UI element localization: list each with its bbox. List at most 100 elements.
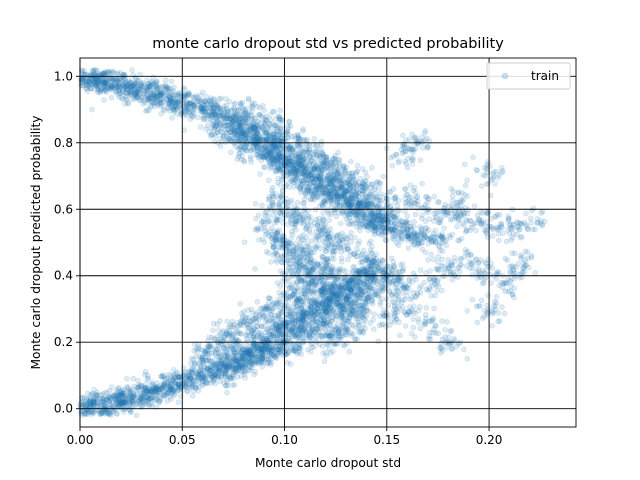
scatter-point <box>157 92 163 98</box>
scatter-point <box>123 85 130 92</box>
scatter-point <box>134 89 140 95</box>
scatter-point <box>111 82 118 89</box>
scatter-point <box>186 100 193 107</box>
scatter-point <box>308 180 314 186</box>
scatter-point <box>132 91 138 98</box>
scatter-point <box>366 240 372 247</box>
scatter-point <box>464 177 470 184</box>
scatter-point <box>507 288 514 295</box>
scatter-point <box>296 265 303 272</box>
scatter-point <box>183 98 190 105</box>
scatter-point <box>185 90 192 96</box>
scatter-point <box>136 97 143 104</box>
scatter-point <box>405 245 412 251</box>
scatter-point <box>93 78 100 84</box>
scatter-point <box>122 80 128 87</box>
scatter-point <box>103 81 110 87</box>
scatter-point <box>146 94 152 100</box>
scatter-point <box>144 398 151 404</box>
scatter-point <box>97 77 104 84</box>
scatter-point <box>385 196 391 202</box>
scatter-point <box>189 108 196 114</box>
scatter-point <box>111 70 117 76</box>
scatter-point <box>181 93 188 100</box>
scatter-point <box>87 85 93 92</box>
scatter-point <box>170 367 177 373</box>
scatter-point <box>154 83 160 90</box>
scatter-point <box>304 141 310 147</box>
scatter-point <box>107 85 114 91</box>
scatter-point <box>329 249 336 255</box>
scatter-point <box>394 287 401 294</box>
scatter-point <box>409 161 416 167</box>
scatter-point <box>170 105 176 111</box>
scatter-point <box>444 319 450 325</box>
scatter-point <box>87 81 93 87</box>
scatter-point <box>112 87 119 94</box>
scatter-point <box>189 100 195 107</box>
scatter-point <box>451 272 458 278</box>
scatter-point <box>491 298 498 305</box>
scatter-point <box>266 177 272 184</box>
scatter-point <box>88 85 94 92</box>
scatter-point <box>98 79 105 86</box>
scatter-point <box>138 82 145 89</box>
scatter-point <box>142 99 148 106</box>
scatter-point <box>98 76 105 83</box>
scatter-point <box>278 150 284 157</box>
scatter-point <box>251 124 258 131</box>
chart-title: monte carlo dropout std vs predicted pro… <box>152 36 504 52</box>
scatter-point <box>167 98 174 104</box>
scatter-point <box>128 84 134 91</box>
scatter-point <box>157 99 164 106</box>
scatter-point <box>157 92 164 98</box>
scatter-point <box>156 92 162 98</box>
scatter-point <box>274 154 281 161</box>
scatter-point <box>107 86 114 93</box>
scatter-point <box>143 91 150 98</box>
scatter-point <box>169 115 175 121</box>
scatter-point <box>160 106 167 112</box>
scatter-point <box>309 192 316 199</box>
scatter-point <box>421 279 427 286</box>
scatter-point <box>173 103 179 110</box>
scatter-point <box>126 89 133 96</box>
scatter-point <box>424 143 431 150</box>
scatter-point <box>80 75 86 82</box>
scatter-point <box>123 79 130 86</box>
scatter-point <box>499 304 505 310</box>
scatter-point <box>422 318 428 325</box>
scatter-point <box>291 212 298 218</box>
scatter-point <box>121 81 127 87</box>
scatter-point <box>78 77 85 84</box>
scatter-point <box>295 235 302 242</box>
scatter-point <box>510 264 516 270</box>
scatter-point <box>140 101 146 107</box>
scatter-point <box>363 185 370 192</box>
scatter-point <box>154 78 160 84</box>
scatter-point <box>456 268 463 275</box>
scatter-point <box>148 92 155 98</box>
scatter-point <box>107 412 114 419</box>
scatter-point <box>127 83 133 89</box>
scatter-point <box>482 269 488 276</box>
scatter-point <box>109 384 115 390</box>
scatter-point <box>462 161 468 168</box>
scatter-point <box>130 82 137 89</box>
scatter-point <box>120 87 126 93</box>
scatter-point <box>398 278 405 285</box>
scatter-point <box>154 90 161 97</box>
scatter-point <box>469 296 476 303</box>
scatter-point <box>148 98 155 105</box>
scatter-point <box>144 77 150 84</box>
scatter-point <box>364 174 370 180</box>
scatter-point <box>125 100 131 106</box>
scatter-point <box>353 215 360 221</box>
scatter-point <box>173 99 180 105</box>
scatter-point <box>143 108 149 115</box>
scatter-point <box>129 96 135 102</box>
scatter-point <box>325 165 331 172</box>
scatter-point <box>119 82 126 89</box>
scatter-point <box>174 111 180 117</box>
